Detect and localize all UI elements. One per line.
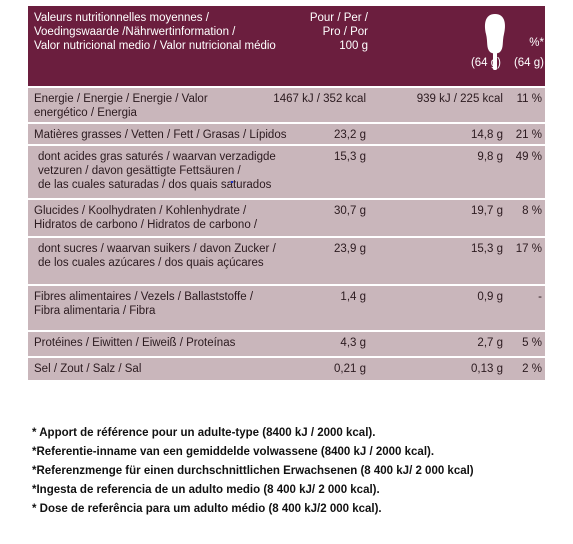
footnote: *Ingesta de referencia de un adulto medi… <box>32 484 380 496</box>
value-per-portion: 15,3 g <box>471 243 503 255</box>
value-per-portion: 0,13 g <box>471 363 503 375</box>
value-per-100g: 23,9 g <box>334 243 366 255</box>
header-label-line: Voedingswaarde /Nährwertinformation / <box>34 26 236 38</box>
footnote: *Referentie-inname van een gemiddelde vo… <box>32 446 435 458</box>
nutrient-label-line: Protéines / Eiwitten / Eiweiß / Proteína… <box>34 337 236 349</box>
nutrient-label-line: Fibres alimentaires / Vezels / Ballastst… <box>34 291 254 303</box>
nutrient-label: Fibres alimentaires / Vezels / Ballastst… <box>34 290 304 318</box>
table-body: Energie / Energie / Energie / Valor energ… <box>28 86 545 380</box>
header-per-line: Pour / Per / <box>309 12 368 24</box>
header-label-line: Valor nutricional medio / Valor nutricio… <box>34 40 276 52</box>
value-per-portion: 19,7 g <box>471 205 503 217</box>
nutrient-label-line: Energie / Energie / Energie / Valor <box>34 93 208 105</box>
value-percent-ri: - <box>538 291 542 303</box>
ice-cream-bar-icon <box>484 14 506 70</box>
table-row: Protéines / Eiwitten / Eiweiß / Proteína… <box>28 330 545 356</box>
value-per-portion: 0,9 g <box>477 291 503 303</box>
value-per-portion: 939 kJ / 225 kcal <box>416 93 503 105</box>
nutrient-label-line: dont acides gras saturés / waarvan verza… <box>38 151 276 163</box>
nutrient-label: dont acides gras saturés / waarvan verza… <box>38 150 308 192</box>
table-row: Matières grasses / Vetten / Fett / Grasa… <box>28 122 545 144</box>
table-row: Energie / Energie / Energie / Valor energ… <box>28 86 545 122</box>
nutrient-label-line: Sel / Zout / Salz / Sal <box>34 363 142 375</box>
table-row: dont sucres / waarvan suikers / davon Zu… <box>28 236 545 284</box>
value-per-100g: 23,2 g <box>334 129 366 141</box>
footnote: * Apport de référence pour un adulte-typ… <box>32 427 376 439</box>
value-per-100g: 1467 kJ / 352 kcal <box>273 93 366 105</box>
header-percent-ri: %* <box>529 37 544 49</box>
nutrient-label-line: de las cuales saturadas / dos quais satu… <box>38 179 272 191</box>
nutrient-label-line: vetzuren / davon gesättigte Fettsäuren / <box>38 165 241 177</box>
value-percent-ri: 49 % <box>515 151 542 163</box>
nutrient-label: Energie / Energie / Energie / Valor energ… <box>34 92 304 120</box>
nutrient-label: dont sucres / waarvan suikers / davon Zu… <box>38 242 308 270</box>
value-percent-ri: 8 % <box>522 205 542 217</box>
nutrient-label-line: Fibra alimentaria / Fibra <box>34 305 156 317</box>
nutrient-label-line: de los cuales azúcares / dos quais açúca… <box>38 257 264 269</box>
value-per-100g: 30,7 g <box>334 205 366 217</box>
value-per-portion: 14,8 g <box>471 129 503 141</box>
value-per-100g: 1,4 g <box>340 291 366 303</box>
value-per-100g: 4,3 g <box>340 337 366 349</box>
header-percent-portion: (64 g) <box>513 57 544 69</box>
header-per-100g: Pour / Per / Pro / Por 100 g <box>290 11 368 53</box>
nutrient-label-line: Glucides / Koolhydraten / Kohlenhydrate … <box>34 205 247 217</box>
value-per-portion: 9,8 g <box>477 151 503 163</box>
value-per-100g: 15,3 g <box>334 151 366 163</box>
value-percent-ri: 17 % <box>515 243 542 255</box>
value-percent-ri: 5 % <box>522 337 542 349</box>
footnotes: * Apport de référence pour un adulte-typ… <box>32 424 552 519</box>
header-label-line: Valeurs nutritionnelles moyennes / <box>34 12 209 24</box>
nutrient-label: Glucides / Koolhydraten / Kohlenhydrate … <box>34 204 304 232</box>
header-label: Valeurs nutritionnelles moyennes / Voedi… <box>34 11 284 53</box>
stray-dot <box>231 181 233 183</box>
nutrient-label-line: energético / Energia <box>34 107 137 119</box>
nutrient-label: Matières grasses / Vetten / Fett / Grasa… <box>34 128 304 142</box>
nutrient-label: Protéines / Eiwitten / Eiweiß / Proteína… <box>34 336 304 350</box>
nutrient-label-line: Hidratos de carbono / Hidratos de carbon… <box>34 219 258 231</box>
header-per-line: 100 g <box>339 40 368 52</box>
value-per-100g: 0,21 g <box>334 363 366 375</box>
table-header: Valeurs nutritionnelles moyennes / Voedi… <box>28 6 545 86</box>
table-row: Sel / Zout / Salz / Sal 0,21 g 0,13 g 2 % <box>28 356 545 380</box>
value-percent-ri: 2 % <box>522 363 542 375</box>
nutrient-label-line: Matières grasses / Vetten / Fett / Grasa… <box>34 129 287 141</box>
nutrient-label: Sel / Zout / Salz / Sal <box>34 362 304 376</box>
nutrition-table: Valeurs nutritionnelles moyennes / Voedi… <box>28 6 545 380</box>
table-row: Glucides / Koolhydraten / Kohlenhydrate … <box>28 198 545 236</box>
footnote: * Dose de referência para um adulto médi… <box>32 503 382 515</box>
value-percent-ri: 21 % <box>515 129 542 141</box>
table-row: dont acides gras saturés / waarvan verza… <box>28 144 545 198</box>
value-percent-ri: 11 % <box>516 93 542 105</box>
value-per-portion: 2,7 g <box>477 337 503 349</box>
header-per-line: Pro / Por <box>322 26 368 38</box>
table-row: Fibres alimentaires / Vezels / Ballastst… <box>28 284 545 330</box>
footnote: *Referenzmenge für einen durchschnittlic… <box>32 465 474 477</box>
nutrient-label-line: dont sucres / waarvan suikers / davon Zu… <box>38 243 276 255</box>
